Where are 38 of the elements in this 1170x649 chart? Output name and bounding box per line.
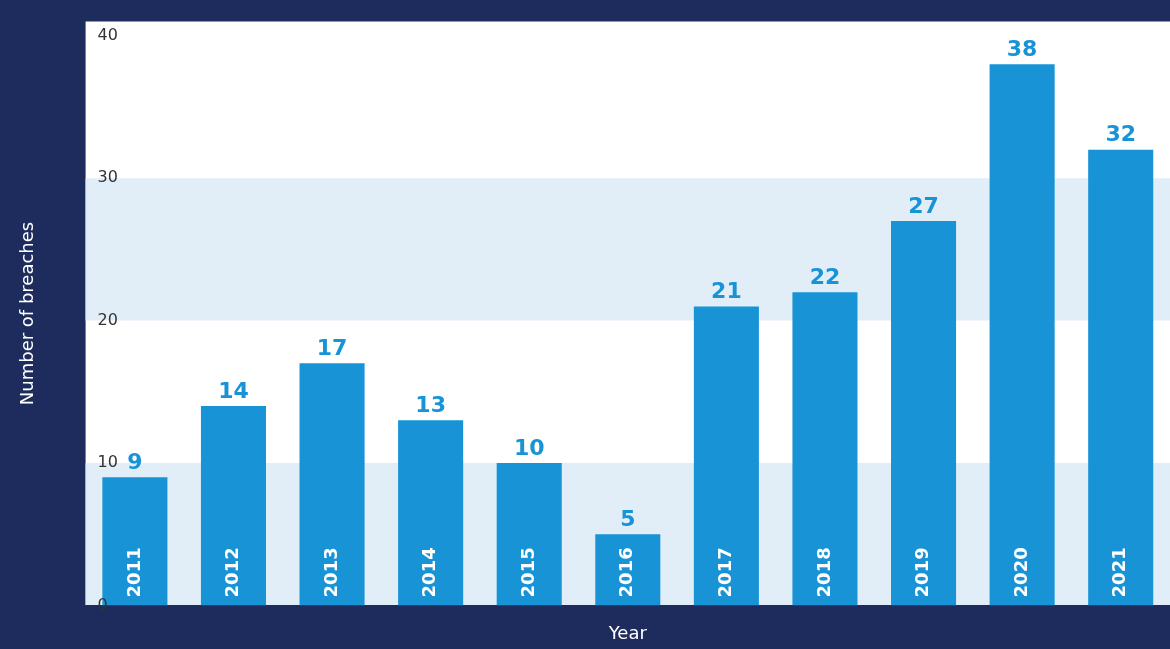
x-tick-label: 2014 [418,547,440,598]
bar [398,420,464,606]
data-label: 17 [316,335,348,361]
y-tick-label: 10 [97,452,118,472]
data-label: 27 [908,192,939,218]
data-label: 5 [620,505,636,531]
x-tick-label: 2021 [1108,547,1130,598]
data-label: 9 [127,448,143,474]
bar [792,292,858,606]
bar [595,534,661,606]
x-tick-label: 2019 [911,547,933,598]
bar [891,220,957,606]
x-tick-label: 2017 [714,547,736,598]
data-label: 21 [711,278,742,304]
x-tick-label: 2012 [221,547,243,598]
x-tick-label: 2013 [319,547,341,598]
data-label: 32 [1105,121,1137,147]
data-label: 13 [415,392,446,418]
bar [989,64,1055,606]
bar [200,406,267,606]
bar [299,363,365,606]
y-axis-title: Number of breaches [16,221,38,406]
x-tick-label: 2020 [1009,547,1031,598]
y-tick-label: 40 [97,25,118,44]
bar [693,306,759,606]
x-tick-label: 2016 [615,547,637,598]
bar [1088,149,1154,606]
data-label: 14 [218,377,249,403]
x-tick-label: 2015 [516,547,538,598]
x-tick-label: 2018 [812,547,834,598]
y-tick-label: 20 [97,309,118,329]
x-tick-label: 2011 [122,547,144,598]
x-axis-title: Year [607,621,648,643]
y-tick-label: 30 [97,167,118,187]
data-label: 10 [513,434,545,460]
data-label: 38 [1006,36,1038,62]
data-label: 22 [809,263,841,289]
bar [496,463,562,606]
